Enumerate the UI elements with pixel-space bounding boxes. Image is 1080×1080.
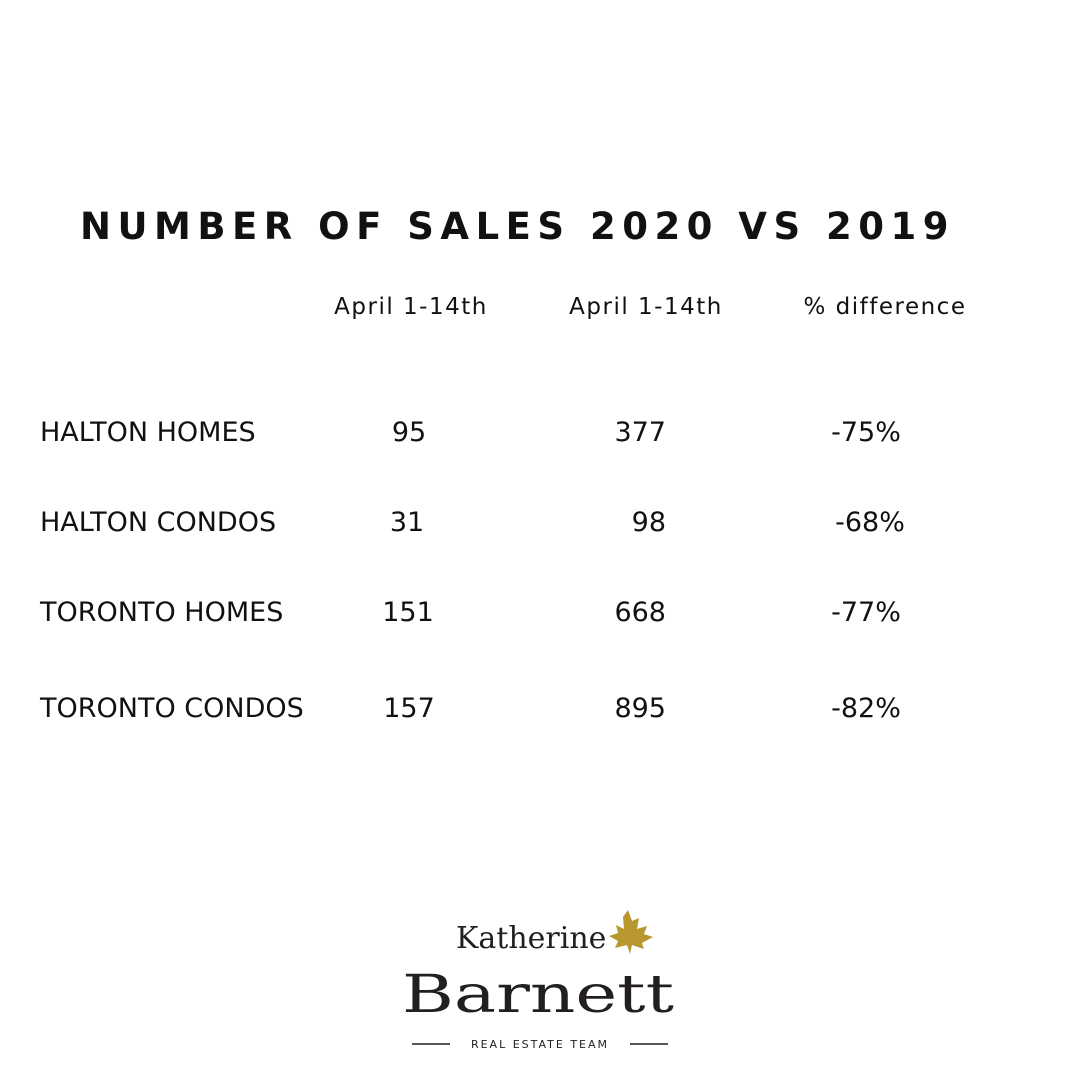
column-header-2019: April 1-14th xyxy=(569,294,723,320)
cell-2019: 98 xyxy=(631,507,666,538)
row-label: HALTON HOMES xyxy=(40,417,256,448)
cell-difference: -77% xyxy=(831,597,901,628)
chart-title: NUMBER OF SALES 2020 VS 2019 xyxy=(80,205,955,248)
row-label: TORONTO HOMES xyxy=(40,597,284,628)
cell-2020: 157 xyxy=(383,693,435,724)
column-header-2020: April 1-14th xyxy=(334,294,488,320)
column-header-difference: % difference xyxy=(803,294,967,320)
cell-2019: 377 xyxy=(614,417,666,448)
logo-first-name: Katherine xyxy=(456,921,606,956)
cell-2019: 668 xyxy=(614,597,666,628)
cell-2020: 95 xyxy=(391,417,427,448)
katherine-barnett-logo: Katherine Barnett REAL ESTATE TEAM xyxy=(402,910,674,1051)
row-label: HALTON CONDOS xyxy=(40,507,277,538)
logo-tagline: REAL ESTATE TEAM xyxy=(471,1038,609,1051)
cell-2020: 31 xyxy=(389,507,425,538)
cell-difference: -68% xyxy=(835,507,905,538)
cell-difference: -82% xyxy=(831,693,901,724)
cell-2020: 151 xyxy=(382,597,434,628)
row-label: TORONTO CONDOS xyxy=(40,693,304,724)
logo-last-name: Barnett xyxy=(402,965,674,1025)
cell-difference: -75% xyxy=(831,417,901,448)
maple-leaf-icon xyxy=(609,910,653,954)
cell-2019: 895 xyxy=(614,693,666,724)
